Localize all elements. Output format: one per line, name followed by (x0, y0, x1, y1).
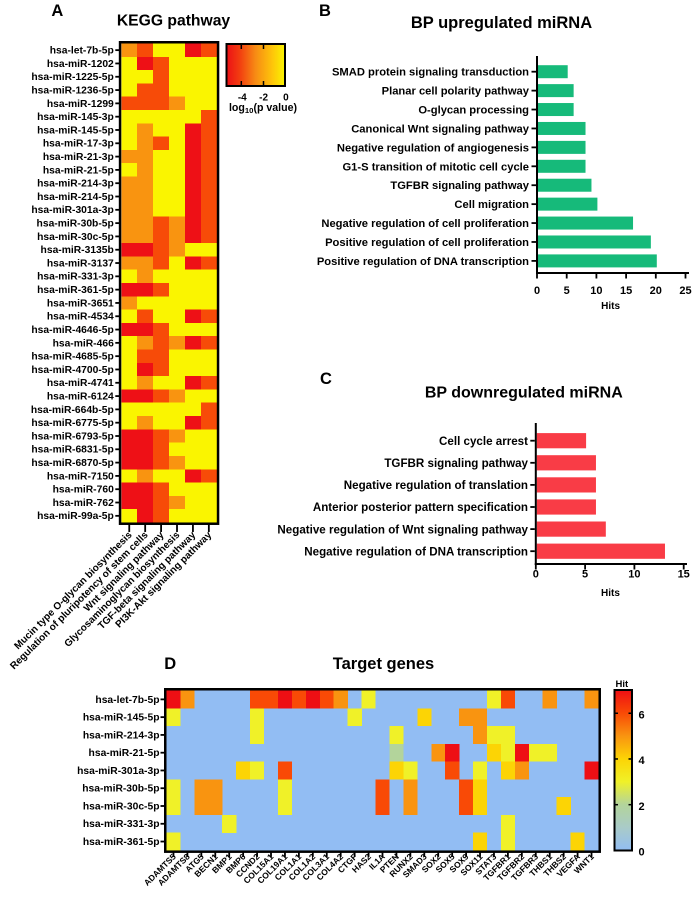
svg-text:Hits: Hits (601, 301, 620, 312)
svg-text:25: 25 (679, 285, 691, 297)
svg-text:Positive regulation of DNA tra: Positive regulation of DNA transcription (317, 256, 529, 268)
svg-text:Negative regulation of DNA tra: Negative regulation of DNA transcription (304, 545, 528, 558)
svg-text:TGFBR signaling pathway: TGFBR signaling pathway (384, 457, 528, 470)
svg-text:C: C (320, 370, 332, 388)
svg-text:hsa-miR-214-3p: hsa-miR-214-3p (83, 730, 160, 741)
svg-text:5: 5 (582, 569, 588, 581)
svg-text:hsa-miR-3135b: hsa-miR-3135b (41, 245, 114, 256)
svg-text:B: B (319, 2, 331, 20)
svg-text:4: 4 (639, 755, 646, 767)
svg-text:hsa-miR-4685-5p: hsa-miR-4685-5p (31, 352, 113, 363)
svg-text:hsa-miR-1299: hsa-miR-1299 (47, 99, 114, 110)
svg-text:hsa-miR-145-5p: hsa-miR-145-5p (83, 713, 160, 724)
svg-text:hsa-miR-301a-3p: hsa-miR-301a-3p (77, 766, 159, 777)
svg-text:hsa-miR-214-3p: hsa-miR-214-3p (37, 179, 114, 190)
svg-text:10: 10 (590, 285, 602, 297)
svg-text:Hits: Hits (601, 588, 620, 599)
svg-text:hsa-miR-301a-3p: hsa-miR-301a-3p (31, 205, 113, 216)
svg-text:G1-S transition of mitotic cel: G1-S transition of mitotic cell cycle (342, 161, 529, 173)
svg-text:hsa-let-7b-5p: hsa-let-7b-5p (95, 695, 159, 706)
svg-text:Negative regulation of Wnt sig: Negative regulation of Wnt signaling pat… (277, 523, 528, 536)
svg-text:20: 20 (650, 285, 662, 297)
svg-text:Anterior posterior pattern spe: Anterior posterior pattern specification (313, 501, 528, 514)
svg-text:hsa-miR-760: hsa-miR-760 (53, 485, 115, 496)
svg-text:hsa-miR-99a-5p: hsa-miR-99a-5p (37, 511, 114, 522)
svg-text:hsa-miR-466: hsa-miR-466 (53, 338, 115, 349)
svg-text:15: 15 (678, 569, 690, 581)
svg-text:hsa-miR-17-3p: hsa-miR-17-3p (43, 139, 114, 150)
svg-text:hsa-miR-7150: hsa-miR-7150 (47, 471, 114, 482)
svg-text:-4: -4 (238, 93, 247, 104)
svg-text:hsa-miR-3137: hsa-miR-3137 (47, 258, 114, 269)
svg-text:-2: -2 (259, 93, 268, 104)
svg-text:BP upregulated miRNA: BP upregulated miRNA (411, 14, 592, 32)
svg-text:hsa-miR-1202: hsa-miR-1202 (47, 59, 114, 70)
svg-text:hsa-miR-4700-5p: hsa-miR-4700-5p (31, 365, 113, 376)
svg-text:hsa-miR-1225-5p: hsa-miR-1225-5p (31, 72, 113, 83)
svg-text:hsa-miR-6831-5p: hsa-miR-6831-5p (31, 445, 113, 456)
svg-text:hsa-miR-30b-5p: hsa-miR-30b-5p (37, 219, 114, 230)
svg-text:hsa-miR-6775-5p: hsa-miR-6775-5p (31, 418, 113, 429)
svg-text:KEGG pathway: KEGG pathway (117, 13, 231, 30)
svg-text:hsa-miR-6870-5p: hsa-miR-6870-5p (31, 458, 113, 469)
svg-text:Target genes: Target genes (333, 655, 434, 673)
svg-text:hsa-miR-4646-5p: hsa-miR-4646-5p (31, 325, 113, 336)
svg-text:log10(p value): log10(p value) (229, 102, 297, 115)
svg-text:hsa-miR-331-3p: hsa-miR-331-3p (37, 272, 114, 283)
svg-text:Hit: Hit (615, 679, 629, 690)
svg-text:Canonical Wnt signaling pathwa: Canonical Wnt signaling pathway (351, 123, 530, 135)
svg-text:2: 2 (639, 801, 645, 813)
svg-text:hsa-miR-1236-5p: hsa-miR-1236-5p (31, 85, 113, 96)
svg-text:hsa-miR-21-5p: hsa-miR-21-5p (43, 165, 114, 176)
svg-text:Negative regulation of transla: Negative regulation of translation (344, 479, 528, 492)
svg-text:hsa-let-7b-5p: hsa-let-7b-5p (50, 46, 114, 57)
svg-text:hsa-miR-21-5p: hsa-miR-21-5p (89, 748, 160, 759)
svg-text:hsa-miR-30c-5p: hsa-miR-30c-5p (83, 801, 160, 812)
svg-text:hsa-miR-4534: hsa-miR-4534 (47, 312, 114, 323)
svg-text:0: 0 (283, 93, 289, 104)
svg-text:hsa-miR-664b-5p: hsa-miR-664b-5p (31, 405, 114, 416)
svg-text:BP downregulated miRNA: BP downregulated miRNA (425, 385, 623, 402)
svg-text:hsa-miR-361-5p: hsa-miR-361-5p (37, 285, 114, 296)
svg-text:hsa-miR-361-5p: hsa-miR-361-5p (83, 837, 160, 848)
svg-text:Negative regulation of cell pr: Negative regulation of cell proliferatio… (321, 218, 529, 230)
svg-text:15: 15 (620, 285, 632, 297)
svg-text:10: 10 (628, 569, 640, 581)
svg-text:hsa-miR-21-3p: hsa-miR-21-3p (43, 152, 114, 163)
svg-text:0: 0 (534, 285, 540, 297)
svg-text:hsa-miR-3651: hsa-miR-3651 (47, 298, 114, 309)
svg-text:TGFBR signaling pathway: TGFBR signaling pathway (390, 180, 529, 192)
svg-text:hsa-miR-331-3p: hsa-miR-331-3p (83, 819, 160, 830)
svg-text:0: 0 (639, 847, 645, 859)
svg-text:6: 6 (639, 709, 645, 721)
svg-text:0: 0 (533, 569, 539, 581)
svg-text:hsa-miR-6124: hsa-miR-6124 (47, 391, 114, 402)
svg-text:Planar cell polarity pathway: Planar cell polarity pathway (382, 86, 530, 98)
svg-text:hsa-miR-30b-5p: hsa-miR-30b-5p (82, 784, 159, 795)
svg-text:5: 5 (564, 285, 570, 297)
svg-text:hsa-miR-30c-5p: hsa-miR-30c-5p (37, 232, 114, 243)
svg-text:D: D (164, 655, 176, 673)
svg-text:SMAD protein signaling transdu: SMAD protein signaling transduction (332, 67, 529, 79)
svg-text:Cell cycle arrest: Cell cycle arrest (439, 435, 528, 448)
svg-text:hsa-miR-145-5p: hsa-miR-145-5p (37, 125, 114, 136)
svg-text:hsa-miR-214-5p: hsa-miR-214-5p (37, 192, 114, 203)
svg-text:hsa-miR-6793-5p: hsa-miR-6793-5p (31, 431, 113, 442)
svg-text:O-glycan processing: O-glycan processing (418, 105, 529, 117)
svg-text:hsa-miR-4741: hsa-miR-4741 (47, 378, 114, 389)
svg-text:hsa-miR-145-3p: hsa-miR-145-3p (37, 112, 114, 123)
svg-text:Positive regulation of cell pr: Positive regulation of cell proliferatio… (325, 237, 529, 249)
svg-text:A: A (51, 2, 63, 20)
svg-text:Cell migration: Cell migration (454, 199, 529, 211)
svg-text:Negative regulation of angioge: Negative regulation of angiogenesis (337, 142, 529, 154)
svg-text:hsa-miR-762: hsa-miR-762 (53, 498, 115, 509)
